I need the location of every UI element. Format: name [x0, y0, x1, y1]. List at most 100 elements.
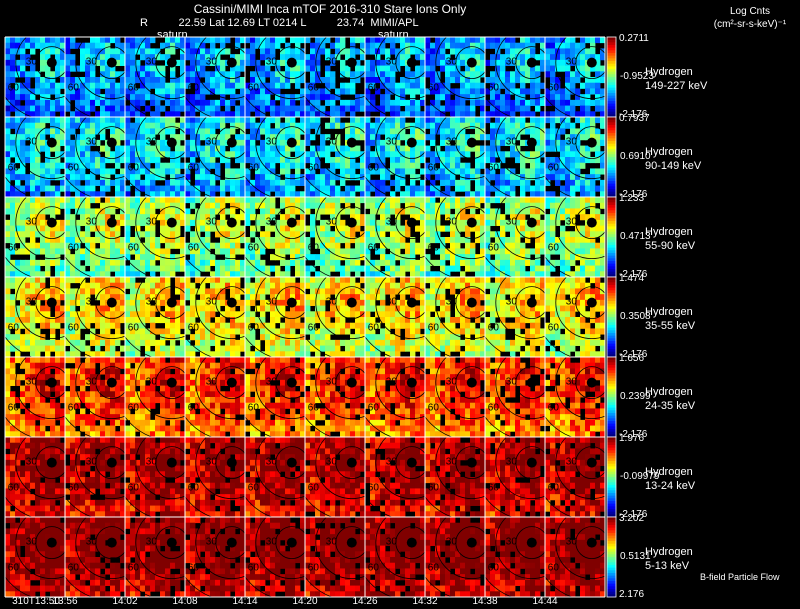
ena-panel: 306090: [545, 277, 606, 358]
contour-ring: [35, 206, 65, 239]
contour-ring: [375, 357, 425, 419]
saturn-disk: [166, 377, 177, 388]
colorbar-step: [607, 474, 616, 478]
contour-ring: [495, 277, 545, 339]
colorbar-step: [607, 594, 616, 598]
saturn-disk: [106, 57, 117, 68]
contour-label: 60: [548, 483, 560, 494]
colorbar-step: [607, 357, 616, 361]
ena-panel: 306090: [485, 117, 546, 198]
contour-ring: [315, 277, 365, 339]
contour-label: 30: [506, 137, 518, 148]
contour-label: 30: [506, 537, 518, 548]
colorbar-step: [607, 453, 616, 457]
saturn-disk: [46, 137, 57, 148]
contour-ring: [335, 46, 365, 79]
contour-ring: [575, 126, 605, 159]
contour-ring: [15, 197, 65, 259]
contour-ring: [515, 526, 545, 559]
units-line1: Log Cnts: [729, 6, 771, 17]
contour-label: 60: [368, 403, 380, 414]
ena-panel: 306090: [125, 277, 186, 358]
contour-label: 30: [146, 57, 158, 68]
saturn-disk: [526, 537, 537, 548]
colorbar-step: [607, 205, 616, 209]
saturn-disk: [586, 297, 597, 308]
contour-label: 60: [428, 323, 440, 334]
colorbar-step: [607, 559, 616, 563]
colorbar-step: [607, 415, 616, 419]
ena-panel: 306090: [485, 197, 546, 278]
contour-ring: [315, 197, 365, 259]
contour-label: 60: [308, 83, 320, 94]
ena-panel: 306090: [365, 197, 426, 278]
contour-ring: [15, 517, 65, 579]
saturn-disk: [166, 457, 177, 468]
saturn-disk: [346, 297, 357, 308]
contour-ring: [135, 117, 185, 179]
colorbar-step: [607, 159, 616, 163]
contour-label: 60: [188, 483, 200, 494]
contour-label: 60: [128, 403, 140, 414]
colorbar-step: [607, 229, 616, 233]
contour-ring: [555, 277, 605, 339]
time-label: 14:26: [352, 596, 378, 607]
contour-label: 60: [488, 563, 500, 574]
contour-ring: [215, 46, 245, 79]
contour-label: 30: [446, 137, 458, 148]
colorbar-step: [607, 290, 616, 294]
colorbar-step: [607, 578, 616, 582]
contour-ring: [515, 206, 545, 239]
saturn-disk: [406, 377, 417, 388]
saturn-disk: [586, 457, 597, 468]
contour-ring: [515, 286, 545, 319]
contour-label: 60: [128, 483, 140, 494]
colorbar-step: [607, 301, 616, 305]
contour-ring: [75, 37, 125, 99]
contour-ring: [455, 286, 485, 319]
contour-ring: [515, 126, 545, 159]
saturn-disk: [526, 457, 537, 468]
colorbar-min: -2.176: [619, 349, 648, 360]
saturn-disk: [106, 137, 117, 148]
contour-label: 60: [248, 83, 260, 94]
saturn-disk: [346, 537, 357, 548]
ena-panel: 306090: [425, 37, 486, 118]
contour-ring: [15, 437, 65, 499]
contour-label: 60: [308, 403, 320, 414]
contour-label: 60: [8, 403, 20, 414]
contour-ring: [35, 286, 65, 319]
saturn-disk: [466, 297, 477, 308]
saturn-disk: [46, 537, 57, 548]
contour-label: 30: [326, 137, 338, 148]
contour-ring: [35, 446, 65, 479]
ena-panel: 306090: [425, 197, 486, 278]
contour-label: 60: [548, 563, 560, 574]
saturn-disk: [106, 537, 117, 548]
colorbar-step: [607, 501, 616, 505]
contour-label: 30: [266, 297, 278, 308]
contour-label: 30: [146, 217, 158, 228]
colorbar-step: [607, 269, 616, 273]
colorbar-step: [607, 370, 616, 374]
species-label: Hydrogen: [645, 226, 693, 238]
contour-label: 30: [266, 137, 278, 148]
colorbar-step: [607, 85, 616, 89]
ena-panel: 306090: [545, 357, 606, 438]
contour-ring: [375, 517, 425, 579]
colorbar-step: [607, 327, 616, 331]
contour-ring: [515, 366, 545, 399]
ena-panel: 306090: [305, 437, 366, 518]
contour-ring: [335, 206, 365, 239]
colorbar-step: [607, 98, 616, 102]
contour-label: 60: [308, 243, 320, 254]
colorbar-step: [607, 378, 616, 382]
saturn-disk: [166, 57, 177, 68]
contour-label: 60: [308, 323, 320, 334]
ena-panel: 306090: [125, 37, 186, 118]
colorbar-step: [607, 162, 616, 166]
contour-ring: [215, 206, 245, 239]
saturn-disk: [526, 137, 537, 148]
ena-panel: 306090: [245, 37, 306, 118]
colorbar-step: [607, 279, 616, 283]
